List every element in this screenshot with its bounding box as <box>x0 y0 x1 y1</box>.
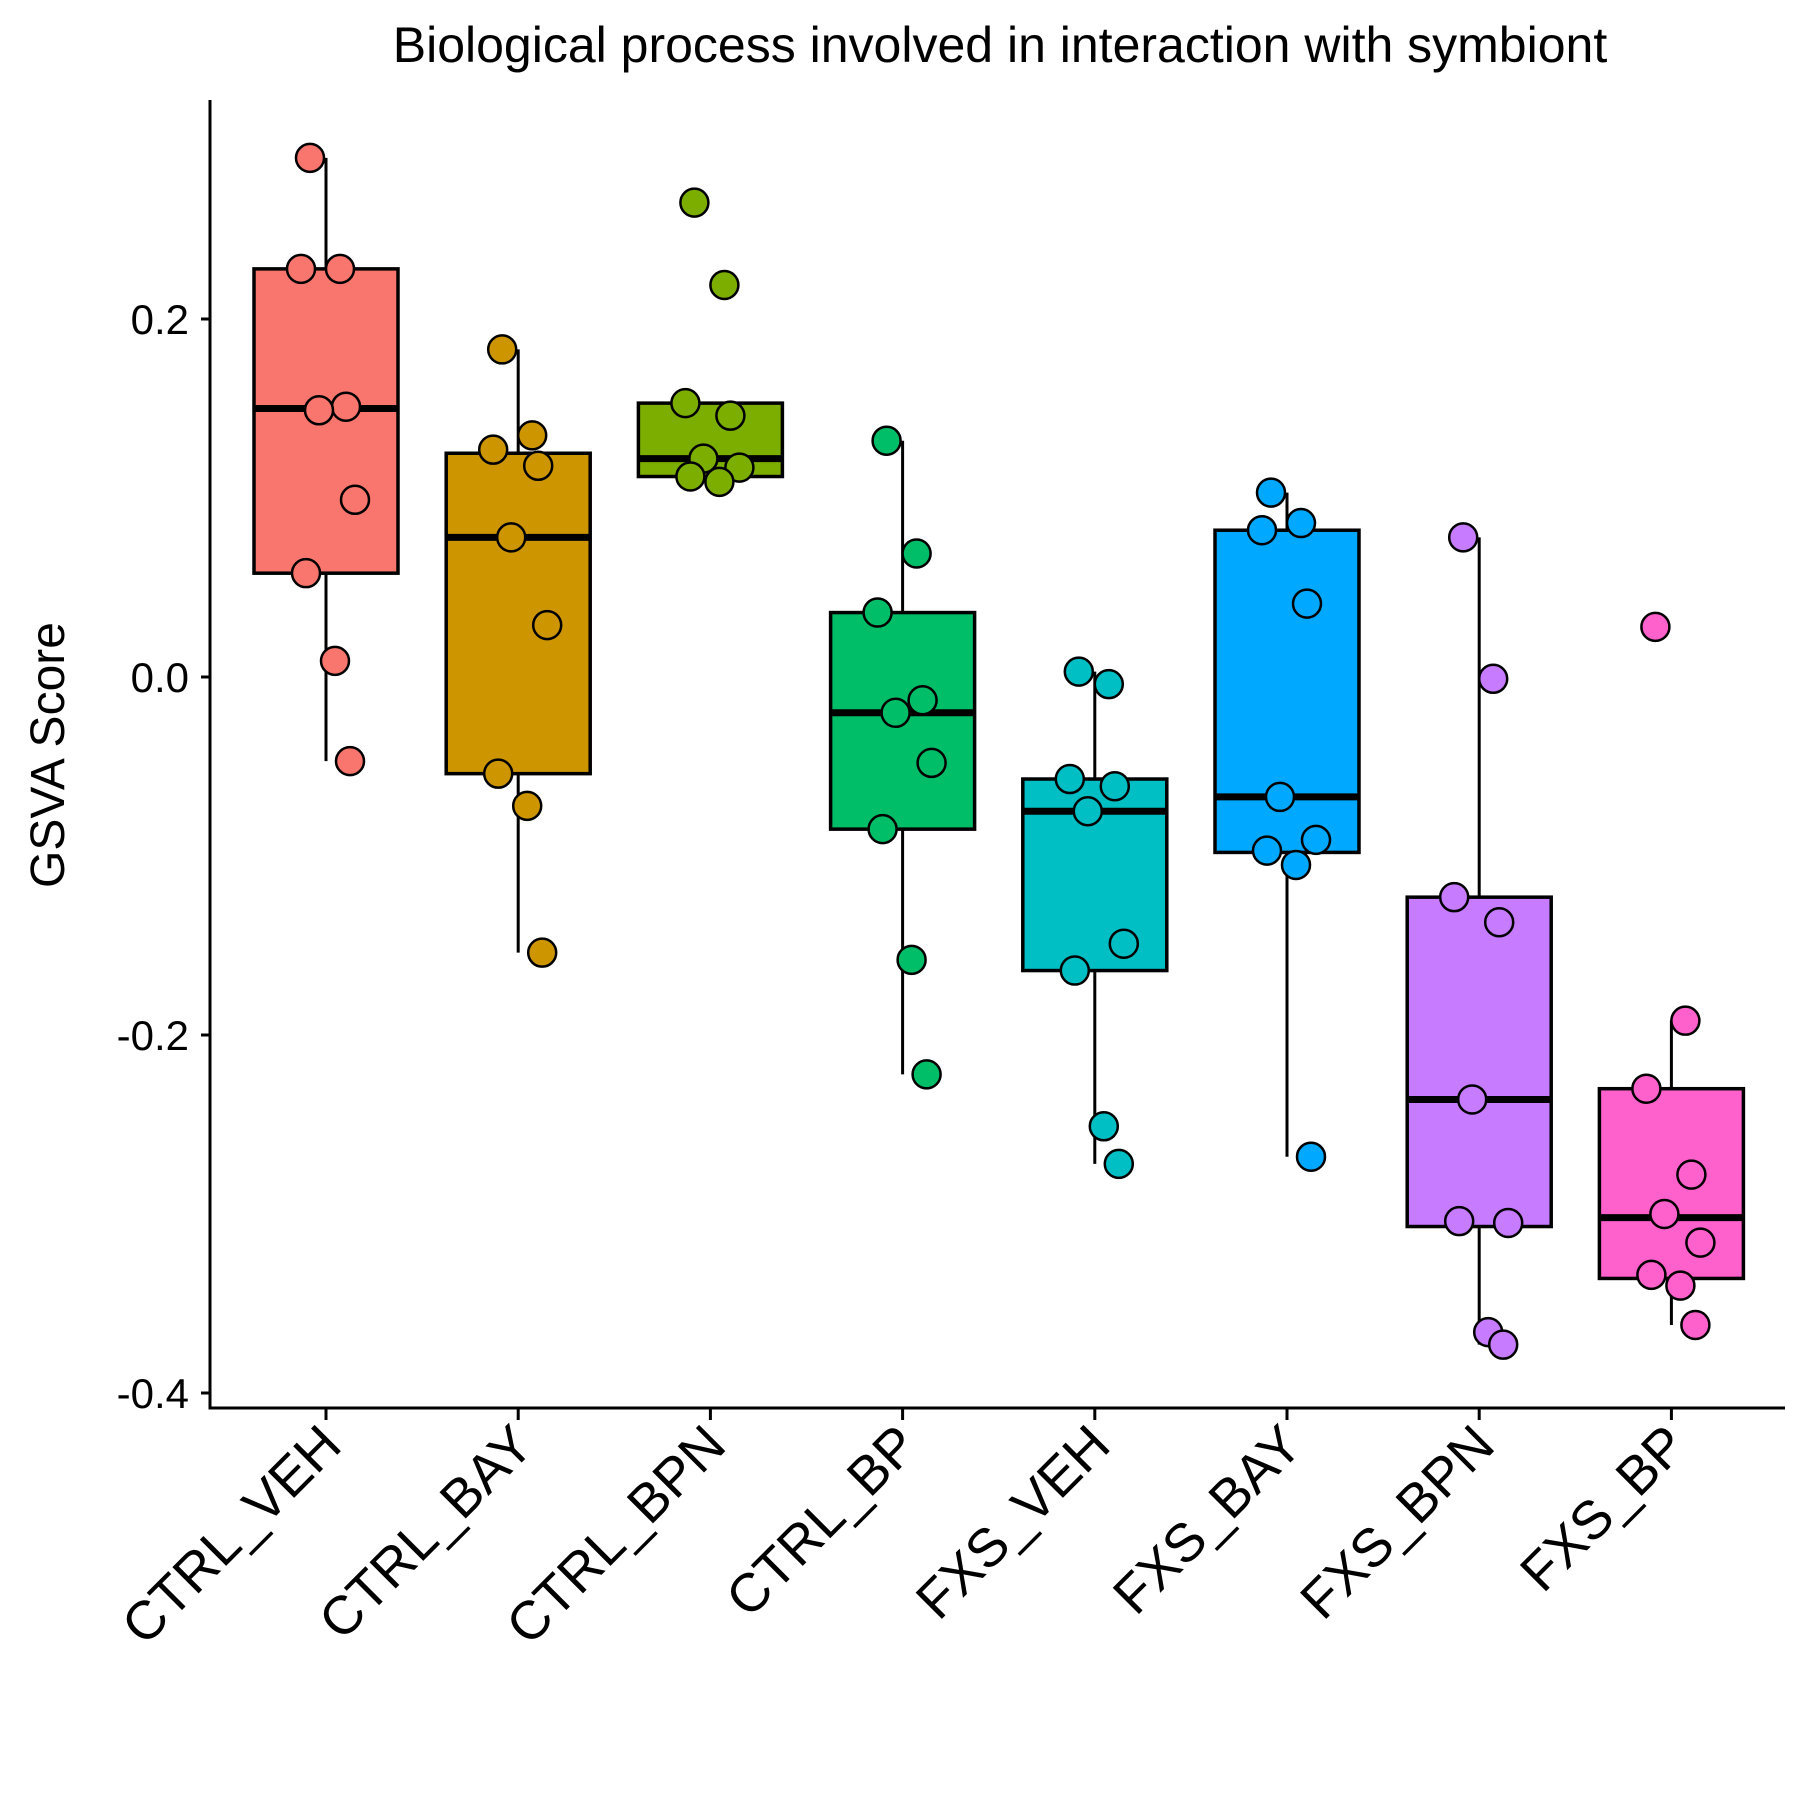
y-tick-label: 0.0 <box>131 654 189 701</box>
box-group-ctrl-bay <box>444 334 592 968</box>
box-group-fxs-bp <box>1597 611 1746 1341</box>
data-point <box>1640 611 1671 643</box>
data-point <box>294 142 326 174</box>
data-point <box>1483 906 1515 938</box>
data-point <box>1456 1084 1488 1115</box>
x-tick-label: CTRL_VEH <box>111 1414 353 1656</box>
data-point <box>1300 824 1332 856</box>
data-point <box>704 466 735 498</box>
data-point <box>675 461 706 492</box>
data-point <box>862 597 893 628</box>
y-axis-ticks: -0.4 -0.2 0.0 0.2 <box>117 296 210 1417</box>
data-point <box>867 813 898 845</box>
data-point <box>1487 1329 1519 1360</box>
box-group-ctrl-veh <box>252 142 400 777</box>
data-point <box>1093 668 1125 700</box>
data-point <box>526 937 558 968</box>
data-point <box>334 745 366 777</box>
data-point <box>1054 763 1086 795</box>
data-point <box>531 609 563 641</box>
x-tick-label: FXS_BPN <box>1289 1414 1505 1630</box>
data-point <box>1063 656 1095 687</box>
data-point <box>516 420 548 451</box>
data-point <box>1246 514 1278 546</box>
data-point <box>303 395 335 426</box>
box-iqr <box>1597 1086 1746 1281</box>
y-tick-label: 0.2 <box>131 296 189 343</box>
data-point <box>1477 663 1509 695</box>
data-point <box>482 758 514 789</box>
plot-area <box>252 142 1746 1360</box>
data-point <box>1680 1309 1711 1341</box>
x-axis-ticks: CTRL_VEHCTRL_BAYCTRL_BPNCTRL_BPFXS_VEHFX… <box>111 1409 1698 1656</box>
data-point <box>324 253 356 285</box>
data-point <box>1631 1073 1662 1104</box>
data-point <box>1264 781 1296 813</box>
y-tick-label: -0.4 <box>117 1370 189 1417</box>
data-point <box>1103 1148 1135 1180</box>
data-point <box>1285 507 1317 539</box>
data-point <box>511 790 543 822</box>
x-tick-label: FXS_BP <box>1509 1414 1698 1603</box>
data-point <box>1251 835 1283 866</box>
data-point <box>715 400 746 431</box>
data-point <box>1676 1159 1707 1190</box>
data-point <box>1059 955 1091 986</box>
data-point <box>896 944 927 976</box>
data-point <box>1072 796 1104 827</box>
data-point <box>1443 1205 1475 1237</box>
y-tick-label: -0.2 <box>117 1012 189 1059</box>
data-point <box>330 391 362 422</box>
data-point <box>1492 1207 1524 1239</box>
box-group-fxs-bay <box>1213 477 1361 1172</box>
x-tick-label: FXS_VEH <box>905 1414 1121 1630</box>
box-group-ctrl-bpn <box>636 187 785 498</box>
data-point <box>1291 588 1323 619</box>
x-tick-label: FXS_BAY <box>1102 1414 1314 1626</box>
box-group-fxs-veh <box>1021 656 1169 1180</box>
data-point <box>477 434 509 465</box>
chart-title: Biological process involved in interacti… <box>393 17 1608 73</box>
data-point <box>522 450 554 482</box>
data-point <box>679 187 710 218</box>
data-point <box>1099 770 1131 802</box>
data-point <box>339 484 371 516</box>
data-point <box>1665 1270 1696 1301</box>
data-point <box>486 334 518 365</box>
data-point <box>709 269 740 301</box>
data-point <box>916 747 947 779</box>
data-point <box>1108 928 1140 959</box>
box-group-ctrl-bp <box>828 425 977 1090</box>
data-point <box>1255 477 1287 508</box>
data-point <box>880 697 911 729</box>
data-point <box>1438 881 1470 913</box>
data-point <box>1670 1005 1701 1036</box>
data-point <box>1088 1111 1120 1142</box>
box-iqr <box>444 451 592 776</box>
data-point <box>1649 1198 1680 1230</box>
y-axis-title: GSVA Score <box>22 622 75 888</box>
x-tick-label: CTRL_BP <box>715 1414 929 1628</box>
data-point <box>907 685 938 716</box>
data-point <box>319 645 351 677</box>
data-point <box>911 1059 942 1090</box>
data-point <box>285 253 317 285</box>
data-point <box>1280 849 1312 881</box>
data-point <box>1685 1227 1716 1258</box>
data-point <box>290 557 322 589</box>
data-point <box>871 425 902 456</box>
box-group-fxs-bpn <box>1405 522 1553 1360</box>
data-point <box>495 522 527 553</box>
data-point <box>1447 522 1479 553</box>
box-iqr <box>1405 895 1553 1229</box>
data-point <box>1295 1141 1327 1172</box>
data-point <box>670 387 701 419</box>
data-point <box>901 538 932 569</box>
data-point <box>1636 1259 1667 1291</box>
